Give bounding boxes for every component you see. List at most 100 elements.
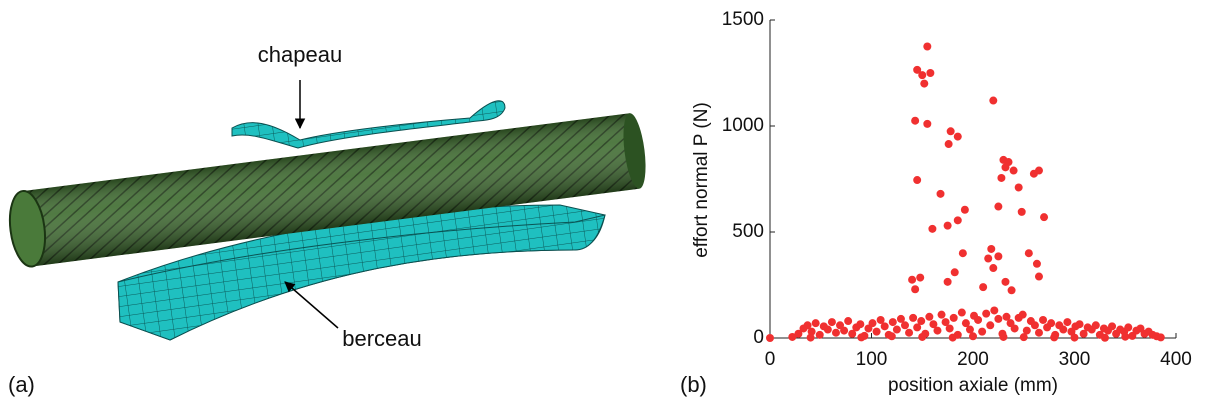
point bbox=[974, 315, 983, 324]
point bbox=[1108, 322, 1117, 331]
point bbox=[997, 173, 1006, 182]
point bbox=[1039, 315, 1048, 324]
point bbox=[994, 314, 1003, 323]
point bbox=[948, 333, 957, 342]
point bbox=[944, 140, 953, 149]
point bbox=[936, 189, 945, 198]
point bbox=[909, 313, 918, 322]
point bbox=[844, 317, 853, 326]
point bbox=[943, 221, 952, 230]
point bbox=[811, 319, 820, 328]
point bbox=[1034, 328, 1043, 337]
point bbox=[1032, 259, 1041, 268]
point bbox=[831, 328, 840, 337]
point bbox=[953, 132, 962, 141]
point bbox=[815, 330, 824, 339]
point bbox=[958, 249, 967, 258]
point bbox=[1014, 183, 1023, 192]
point bbox=[989, 96, 998, 105]
point bbox=[1047, 319, 1056, 328]
point bbox=[1040, 213, 1049, 222]
point bbox=[888, 318, 897, 327]
point bbox=[928, 224, 937, 233]
annotation: chapeau bbox=[258, 42, 342, 67]
point bbox=[856, 320, 865, 329]
panel-label: (b) bbox=[680, 372, 707, 397]
point bbox=[1017, 207, 1026, 216]
point bbox=[1029, 169, 1038, 178]
point bbox=[1001, 163, 1010, 172]
point bbox=[979, 283, 988, 292]
point bbox=[1018, 310, 1027, 319]
point bbox=[987, 244, 996, 253]
point bbox=[1059, 325, 1068, 334]
point bbox=[918, 332, 927, 341]
point bbox=[986, 321, 995, 330]
point bbox=[913, 65, 922, 74]
arrow bbox=[284, 281, 339, 329]
point bbox=[961, 319, 970, 328]
point bbox=[1070, 333, 1079, 342]
point bbox=[994, 202, 1003, 211]
point bbox=[918, 71, 927, 80]
point bbox=[920, 79, 929, 88]
panel-a-render bbox=[8, 80, 646, 341]
point bbox=[857, 333, 866, 342]
point bbox=[946, 127, 955, 136]
point bbox=[1075, 320, 1084, 329]
point bbox=[913, 323, 922, 332]
point bbox=[943, 277, 952, 286]
point bbox=[1100, 333, 1109, 342]
point bbox=[876, 315, 885, 324]
point bbox=[923, 42, 932, 51]
point bbox=[950, 268, 959, 277]
point bbox=[896, 314, 905, 323]
point bbox=[908, 275, 917, 284]
y-tick-label: 0 bbox=[753, 327, 764, 348]
point bbox=[989, 264, 998, 273]
point bbox=[794, 329, 803, 338]
point bbox=[1022, 326, 1031, 335]
point bbox=[953, 216, 962, 225]
y-tick-label: 1500 bbox=[722, 9, 764, 30]
x-tick-label: 200 bbox=[957, 349, 989, 370]
annotation: berceau bbox=[342, 326, 422, 351]
point bbox=[823, 325, 832, 334]
x-tick-label: 0 bbox=[765, 349, 776, 370]
point bbox=[1079, 329, 1088, 338]
point bbox=[929, 320, 938, 329]
point bbox=[925, 312, 934, 321]
point bbox=[900, 321, 909, 330]
point bbox=[994, 252, 1003, 261]
point bbox=[803, 321, 812, 330]
point bbox=[960, 205, 969, 214]
point bbox=[892, 325, 901, 334]
point bbox=[1091, 321, 1100, 330]
point bbox=[1050, 333, 1059, 342]
point bbox=[848, 329, 857, 338]
x-tick-label: 400 bbox=[1160, 349, 1192, 370]
y-axis-label: effort normal P (N) bbox=[691, 102, 712, 258]
point bbox=[807, 327, 816, 336]
point bbox=[788, 332, 797, 341]
point bbox=[923, 119, 932, 128]
point bbox=[1001, 277, 1010, 286]
point bbox=[917, 317, 926, 326]
panel-label: (a) bbox=[8, 372, 35, 397]
point bbox=[1024, 249, 1033, 258]
point bbox=[766, 334, 774, 342]
point bbox=[949, 313, 958, 322]
point bbox=[911, 285, 920, 294]
point bbox=[872, 327, 881, 336]
point bbox=[926, 69, 935, 77]
point bbox=[957, 308, 966, 317]
point bbox=[965, 325, 974, 334]
point bbox=[1124, 323, 1133, 332]
x-tick-label: 100 bbox=[856, 349, 888, 370]
point bbox=[868, 319, 877, 328]
point bbox=[840, 326, 849, 335]
point bbox=[1034, 272, 1043, 281]
point bbox=[982, 309, 991, 318]
point bbox=[969, 332, 977, 341]
point bbox=[827, 318, 836, 327]
